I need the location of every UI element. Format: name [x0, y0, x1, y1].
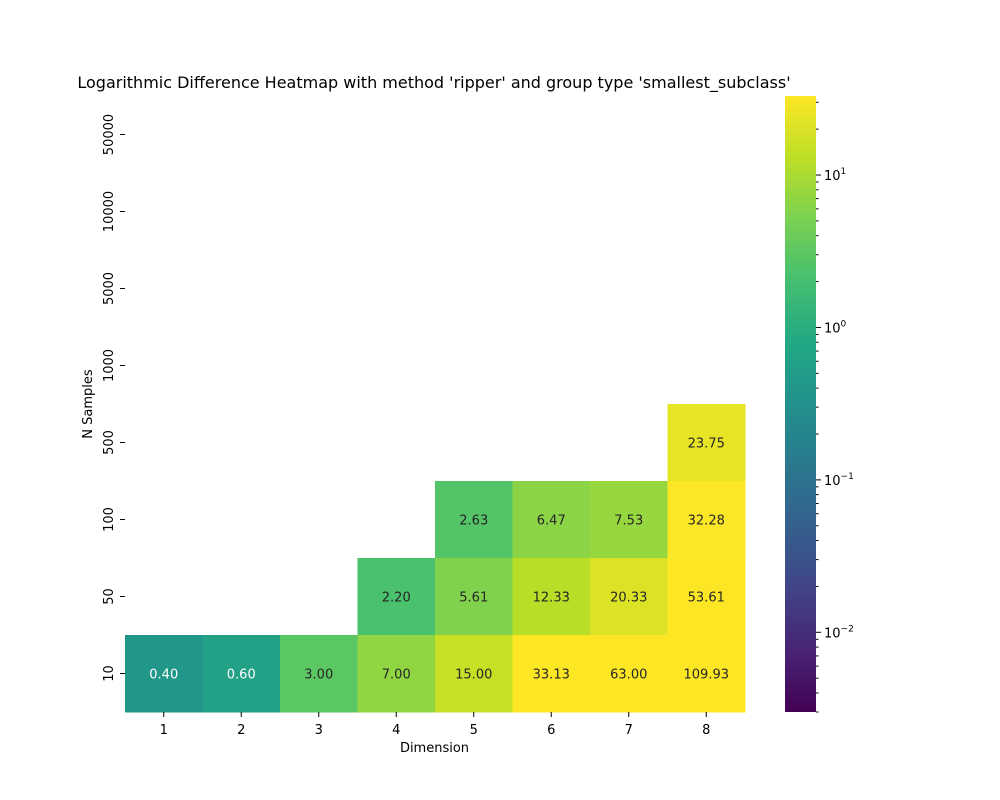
heatmap-cells	[125, 404, 746, 713]
x-tick-label: 5	[470, 723, 478, 738]
y-tick-label: 500	[102, 430, 117, 455]
cell-value-label: 0.40	[149, 668, 178, 683]
cell-value-label: 15.00	[455, 668, 492, 683]
heatmap-cell	[357, 558, 436, 636]
heatmap-cell	[590, 481, 668, 559]
cell-value-label: 0.60	[227, 668, 256, 683]
heatmap-cell	[667, 635, 746, 713]
cell-value-label: 33.13	[533, 668, 570, 683]
heatmap-cell	[512, 481, 591, 559]
cell-labels: 23.75 2.63 6.47 7.53 32.28 2.20 5.61 12.33 20.33…	[149, 437, 729, 683]
x-axis-label: Dimension	[400, 741, 469, 756]
x-tick-label: 1	[160, 723, 168, 738]
heatmap-cell	[435, 558, 513, 636]
y-axis: 50000 10000 5000 1000 500 100 50 10	[102, 114, 125, 682]
cell-value-label: 7.53	[614, 514, 643, 529]
heatmap-cell	[667, 404, 746, 482]
cell-value-label: 2.63	[459, 514, 488, 529]
x-tick-label: 3	[315, 723, 323, 738]
colorbar-tick-label: 101	[824, 167, 846, 184]
heatmap-cell	[512, 558, 591, 636]
heatmap-cell	[590, 558, 668, 636]
colorbar-gradient	[785, 96, 816, 712]
cell-value-label: 23.75	[688, 437, 725, 452]
cell-value-label: 3.00	[304, 668, 333, 683]
x-tick-label: 7	[625, 723, 633, 738]
cell-value-label: 32.28	[688, 514, 725, 529]
heatmap-cell	[590, 635, 668, 713]
heatmap-cell	[667, 558, 746, 636]
x-axis: 1 2 3 4 5 6 7 8	[160, 712, 710, 738]
cell-value-label: 2.20	[382, 591, 411, 606]
heatmap-cell	[125, 635, 203, 713]
y-axis-label: N Samples	[81, 369, 96, 439]
cell-value-label: 7.00	[382, 668, 411, 683]
y-tick-label: 5000	[102, 272, 117, 305]
colorbar-tick-label: 10−2	[824, 624, 854, 641]
heatmap-cell	[202, 635, 281, 713]
heatmap-cell	[435, 635, 513, 713]
chart-title: Logarithmic Difference Heatmap with meth…	[77, 73, 790, 93]
heatmap-cell	[512, 635, 591, 713]
y-tick-label: 10	[102, 665, 117, 682]
colorbar: 10−2 10−1 100 101	[785, 96, 854, 713]
x-tick-label: 4	[392, 723, 400, 738]
x-tick-label: 6	[547, 723, 555, 738]
x-tick-label: 2	[237, 723, 245, 738]
cell-value-label: 53.61	[688, 591, 725, 606]
y-tick-label: 50	[102, 588, 117, 605]
x-tick-label: 8	[702, 723, 710, 738]
colorbar-tick-label: 100	[824, 319, 847, 336]
cell-value-label: 12.33	[533, 591, 570, 606]
cell-value-label: 109.93	[684, 668, 730, 683]
cell-value-label: 63.00	[610, 668, 647, 683]
cell-value-label: 20.33	[610, 591, 647, 606]
heatmap-cell	[435, 481, 513, 559]
y-tick-label: 100	[102, 507, 117, 532]
heatmap-cell	[280, 635, 358, 713]
heatmap-cell	[357, 635, 436, 713]
y-tick-label: 10000	[102, 191, 117, 232]
cell-value-label: 6.47	[537, 514, 566, 529]
y-tick-label: 1000	[102, 349, 117, 382]
heatmap-cell	[667, 481, 746, 559]
colorbar-tick-label: 10−1	[824, 472, 854, 489]
cell-value-label: 5.61	[459, 591, 488, 606]
y-tick-label: 50000	[102, 114, 117, 155]
